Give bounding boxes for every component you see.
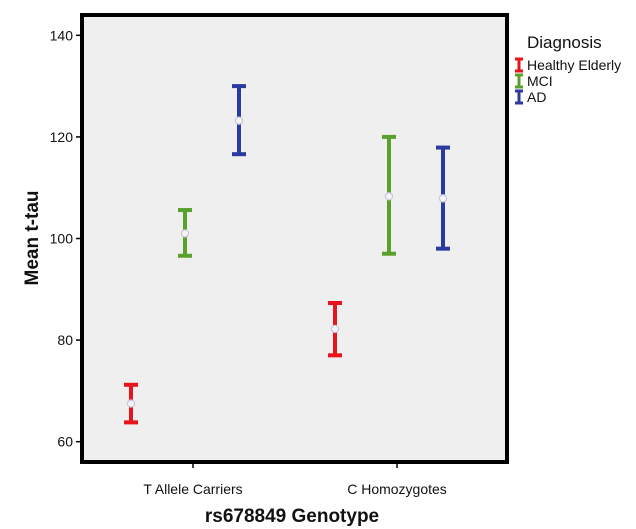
y-tick-label: 140 (50, 27, 74, 43)
errorbar-ad (232, 84, 246, 157)
legend-item: MCI (515, 73, 553, 89)
errorbar-mci (178, 208, 192, 258)
mean-marker (126, 399, 136, 408)
legend-title: Diagnosis (527, 33, 602, 52)
errorbar-ad (436, 145, 450, 251)
y-tick-label: 80 (57, 332, 73, 348)
legend-label: AD (527, 89, 546, 105)
errorbar-mci (382, 134, 396, 256)
legend-item: AD (515, 89, 546, 105)
mean-marker (330, 324, 340, 334)
errorbar-healthy-elderly (124, 382, 138, 425)
legend-label: MCI (527, 73, 553, 89)
x-tick-label: C Homozygotes (347, 481, 447, 497)
error-bars (124, 84, 450, 425)
y-tick-label: 100 (50, 231, 74, 247)
mean-marker (234, 116, 244, 125)
x-axis: T Allele Carriers C Homozygotes (143, 462, 447, 497)
y-tick-label: 120 (50, 129, 74, 145)
errorbar-healthy-elderly (328, 301, 342, 358)
x-axis-label: rs678849 Genotype (205, 506, 379, 527)
x-tick-label: T Allele Carriers (143, 481, 242, 497)
mean-marker (384, 192, 394, 201)
mean-marker (180, 229, 190, 238)
y-axis: 60 80 100 120 140 (50, 27, 82, 450)
y-tick-label: 60 (57, 434, 73, 450)
plot-area (80, 13, 509, 464)
mean-marker (438, 194, 448, 203)
y-axis-label: Mean t-tau (22, 191, 43, 286)
legend-item: Healthy Elderly (515, 57, 621, 73)
legend-label: Healthy Elderly (527, 57, 621, 73)
